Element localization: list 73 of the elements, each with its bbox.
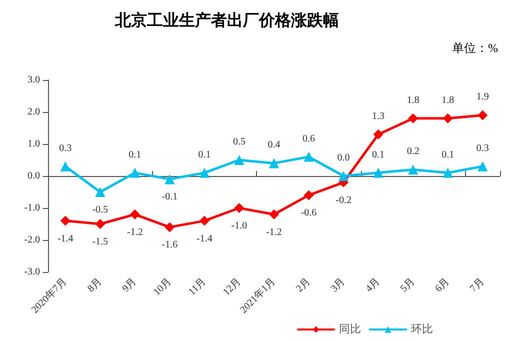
y-tick-label: 0.0 — [28, 170, 40, 182]
data-label: -1.0 — [231, 220, 248, 232]
point — [234, 155, 244, 165]
y-tick-label: -3.0 — [24, 266, 40, 278]
data-label: 0.2 — [406, 146, 420, 158]
data-label: -0.1 — [162, 192, 178, 203]
data-label: 0.4 — [268, 140, 280, 151]
y-tick-label: -2.0 — [24, 234, 40, 246]
x-tick-label: 8月 — [86, 276, 104, 294]
x-tick-label: 3月 — [329, 276, 348, 294]
point — [130, 209, 140, 220]
data-label: 0.1 — [198, 149, 211, 160]
data-label: 0.3 — [476, 142, 489, 154]
data-label: 1.9 — [476, 92, 489, 103]
legend-label: 同比 — [339, 322, 361, 336]
data-label: 0.1 — [442, 149, 454, 160]
data-label: 0.6 — [302, 133, 316, 144]
point — [234, 203, 244, 213]
y-tick-label: 1.0 — [28, 138, 40, 150]
x-tick-label: 11月 — [186, 276, 208, 298]
point — [95, 187, 106, 197]
point — [304, 152, 314, 162]
point — [269, 158, 279, 168]
data-label: -0.6 — [300, 208, 317, 219]
data-label: 0.1 — [372, 149, 385, 160]
point — [130, 168, 140, 178]
x-tick-label: 4月 — [364, 276, 382, 294]
x-tick-label: 10月 — [152, 276, 174, 298]
point — [478, 110, 488, 120]
chart-title: 北京工业生产者出厂价格涨跌幅 — [114, 12, 339, 30]
data-label: 0.3 — [59, 142, 72, 154]
y-tick-label: 3.0 — [28, 74, 40, 86]
point — [373, 168, 384, 178]
data-label: 1.8 — [442, 94, 454, 106]
point — [164, 174, 175, 184]
x-tick-label: 12月 — [221, 276, 244, 298]
point — [269, 209, 279, 220]
data-label: -0.5 — [92, 204, 108, 216]
data-label: -1.6 — [162, 240, 178, 251]
y-tick-label: -1.0 — [24, 202, 40, 214]
data-label: 0.5 — [232, 136, 246, 148]
x-tick-label: 5月 — [398, 276, 417, 294]
point — [442, 113, 453, 124]
point — [60, 161, 70, 172]
text: 单位：% — [452, 41, 498, 55]
point — [338, 171, 349, 181]
data-label: -0.2 — [336, 194, 352, 206]
point — [164, 222, 175, 232]
point — [408, 113, 418, 124]
point — [199, 168, 210, 178]
data-label: 0.1 — [128, 149, 142, 160]
data-label: 1.8 — [406, 94, 420, 106]
y-tick-label: 2.0 — [28, 106, 40, 118]
point — [478, 161, 488, 172]
data-label: -1.4 — [57, 233, 74, 244]
x-tick-label: 2月 — [294, 276, 313, 294]
point — [442, 168, 453, 178]
x-tick-label: 6月 — [433, 276, 452, 294]
point — [304, 190, 314, 200]
data-label: -1.2 — [127, 226, 143, 238]
point — [199, 216, 210, 226]
data-label: -1.2 — [266, 226, 282, 238]
data-label: 1.3 — [372, 110, 385, 122]
data-label: 0.0 — [337, 152, 350, 164]
legend-label: 环比 — [411, 322, 433, 336]
x-tick-label: 9月 — [120, 276, 139, 294]
point — [408, 164, 418, 175]
data-label: -1.4 — [196, 233, 212, 244]
data-label: -1.5 — [92, 236, 108, 248]
point — [95, 219, 106, 229]
point — [373, 129, 384, 140]
point — [60, 216, 70, 226]
x-tick-label: 7月 — [468, 276, 487, 294]
